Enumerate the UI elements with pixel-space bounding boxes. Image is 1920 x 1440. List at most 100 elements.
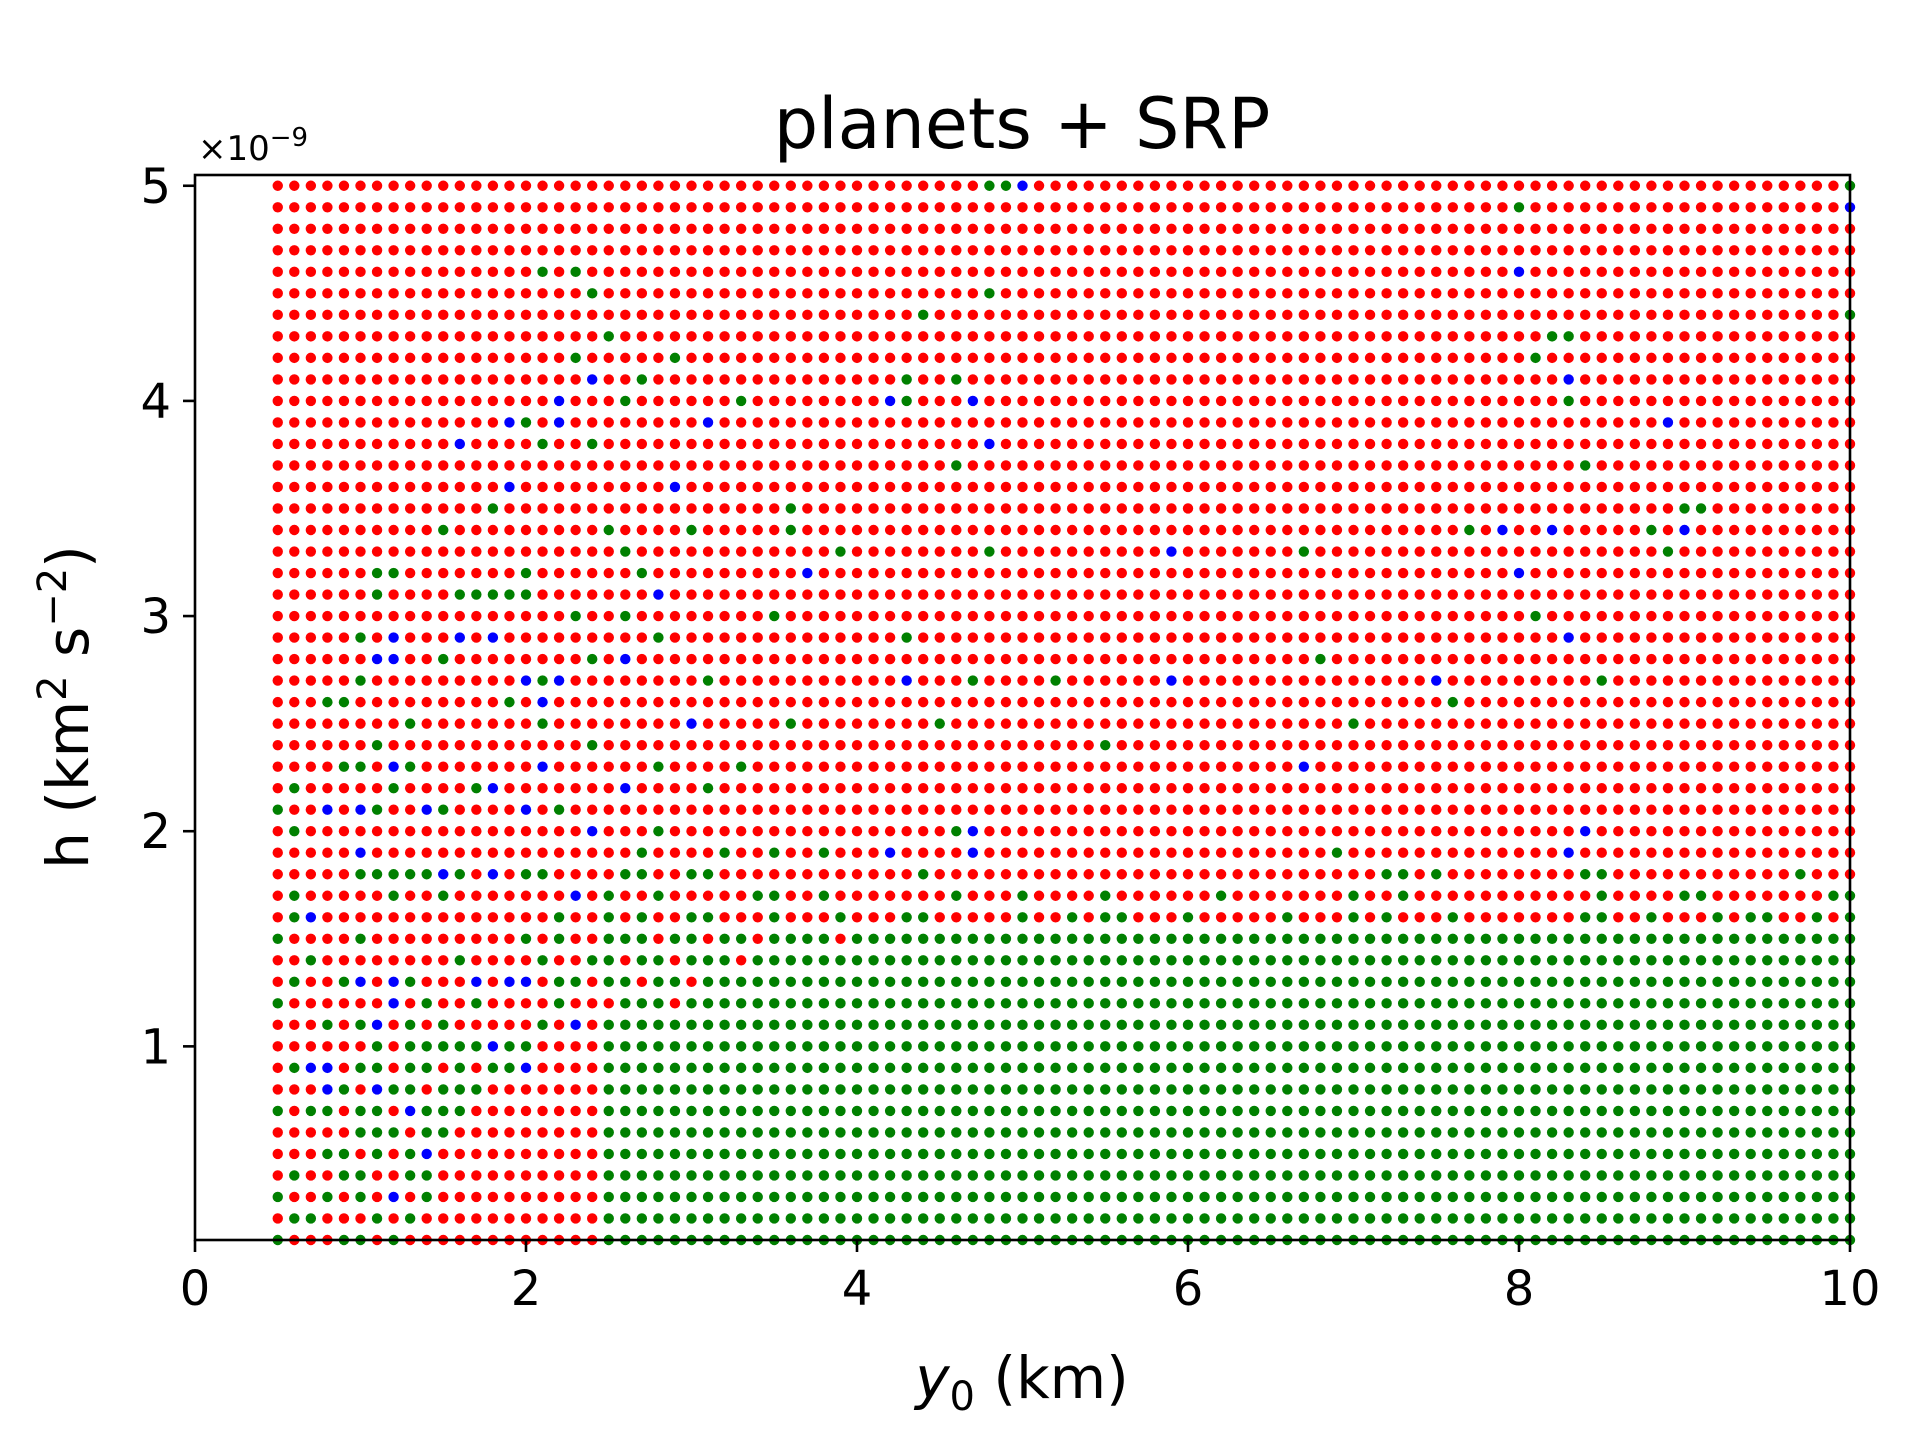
data-point <box>1017 1084 1028 1095</box>
data-point <box>1364 374 1376 385</box>
data-point <box>1712 869 1723 880</box>
data-point <box>1166 288 1177 299</box>
data-point <box>1050 395 1061 407</box>
data-point <box>1331 1041 1343 1052</box>
data-point <box>1497 1105 1508 1117</box>
data-point <box>603 180 614 191</box>
data-point <box>769 1062 780 1074</box>
data-point <box>1811 460 1823 471</box>
data-point <box>984 288 995 299</box>
data-point <box>1414 632 1425 643</box>
data-point <box>1199 223 1210 234</box>
data-point <box>868 739 879 751</box>
data-point <box>1331 1148 1343 1160</box>
data-point <box>1745 546 1756 557</box>
data-point <box>719 374 730 385</box>
data-point <box>818 438 830 450</box>
data-point <box>553 718 565 729</box>
data-point <box>322 912 333 923</box>
data-point <box>338 933 350 944</box>
data-point <box>371 567 383 579</box>
data-point <box>1265 1062 1276 1074</box>
data-point <box>1546 1127 1558 1138</box>
data-point <box>835 675 846 686</box>
data-point <box>1745 1084 1756 1095</box>
data-point <box>1728 718 1740 729</box>
data-point <box>1728 288 1740 299</box>
data-point <box>1811 847 1823 858</box>
data-point <box>1580 352 1591 364</box>
data-point <box>421 847 432 858</box>
data-point <box>471 653 482 665</box>
data-point <box>487 761 499 772</box>
data-point <box>1712 395 1723 407</box>
data-point <box>1596 180 1607 191</box>
data-point <box>686 1019 697 1031</box>
data-point <box>438 1019 449 1031</box>
data-point <box>454 245 465 256</box>
data-point <box>520 869 532 880</box>
data-point <box>1580 223 1591 234</box>
data-point <box>1712 1148 1723 1160</box>
data-point <box>1662 481 1674 493</box>
data-point <box>322 1127 333 1138</box>
data-point <box>702 912 714 923</box>
data-point <box>1066 1213 1078 1224</box>
data-point <box>1762 223 1773 234</box>
data-point <box>421 1019 432 1031</box>
data-point <box>438 653 449 665</box>
data-point <box>1083 912 1094 923</box>
data-point <box>1728 266 1740 278</box>
data-point <box>1546 1213 1558 1224</box>
data-point <box>587 202 598 213</box>
data-point <box>1298 696 1310 708</box>
data-point <box>272 331 283 342</box>
data-point <box>785 739 796 751</box>
data-point <box>1232 266 1243 278</box>
data-point <box>404 998 416 1009</box>
data-point <box>1431 998 1442 1009</box>
data-point <box>984 180 995 191</box>
data-point <box>1364 847 1376 858</box>
data-point <box>1149 782 1161 794</box>
data-point <box>884 1170 896 1181</box>
data-point <box>653 288 664 299</box>
data-point <box>1232 481 1243 493</box>
data-point <box>918 503 929 514</box>
data-point <box>735 331 747 342</box>
data-point <box>1695 309 1707 321</box>
data-point <box>1431 352 1442 364</box>
data-point <box>454 481 465 493</box>
data-point <box>1464 696 1475 708</box>
data-point <box>1166 395 1177 407</box>
data-point <box>1414 589 1425 600</box>
data-point <box>702 955 714 966</box>
data-point <box>884 460 896 471</box>
data-point <box>1017 1041 1028 1052</box>
data-point <box>1199 955 1210 966</box>
data-point <box>1745 1041 1756 1052</box>
data-point <box>1182 653 1194 665</box>
data-point <box>520 180 532 191</box>
data-point <box>272 933 283 944</box>
data-point <box>1580 998 1591 1009</box>
data-point <box>1215 245 1227 256</box>
data-point <box>388 782 399 794</box>
data-point <box>1679 804 1690 815</box>
data-point <box>686 567 697 579</box>
data-point <box>918 1062 929 1074</box>
data-point <box>1000 610 1012 622</box>
data-point <box>967 503 979 514</box>
data-point <box>272 696 283 708</box>
data-point <box>752 610 763 622</box>
data-point <box>338 567 350 579</box>
data-point <box>719 417 730 428</box>
data-point <box>636 761 648 772</box>
data-point <box>371 998 383 1009</box>
y-label-mid: s <box>34 627 102 676</box>
data-point <box>735 976 747 988</box>
data-point <box>504 718 515 729</box>
data-point <box>1795 632 1806 643</box>
data-point <box>1083 202 1094 213</box>
data-point <box>1596 245 1607 256</box>
